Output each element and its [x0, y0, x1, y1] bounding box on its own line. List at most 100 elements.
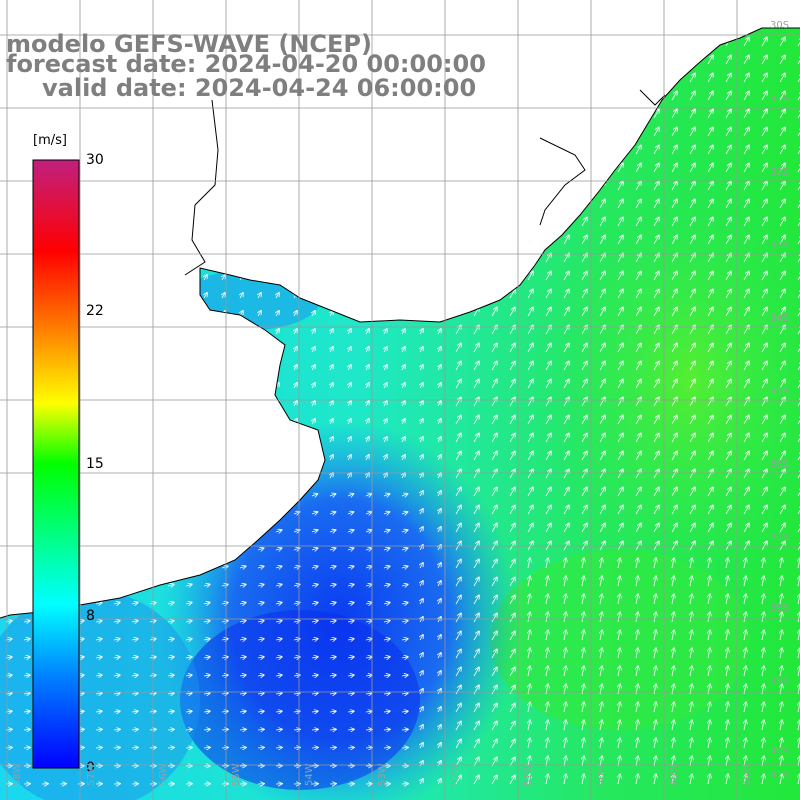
wind-arrow [384, 437, 387, 443]
wind-arrow [689, 109, 695, 119]
wind-arrow [797, 397, 800, 407]
wind-arrow [761, 127, 767, 137]
wind-arrow [347, 28, 352, 29]
wind-arrow [221, 621, 228, 622]
wind-arrow [150, 149, 153, 155]
wind-arrow [779, 109, 785, 119]
wind-arrow [545, 37, 551, 47]
wind-arrow [473, 559, 479, 569]
wind-arrow [581, 487, 587, 497]
wind-arrow [240, 347, 243, 353]
wind-arrow [635, 271, 641, 281]
wind-arrow [6, 455, 9, 461]
wind-arrow [438, 473, 441, 479]
wind-arrow [689, 397, 695, 407]
wind-arrow [113, 494, 120, 496]
wind-arrow [780, 612, 782, 623]
wind-arrow [779, 343, 785, 353]
wind-arrow [617, 469, 623, 479]
wind-arrow [438, 347, 441, 353]
wind-arrow [402, 257, 405, 263]
wind-arrow [312, 149, 315, 155]
wind-arrow [600, 576, 602, 587]
lon-label: 48W [742, 763, 753, 786]
wind-arrow [204, 455, 207, 461]
wind-arrow [726, 612, 728, 623]
wind-arrow [581, 469, 587, 479]
wind-arrow [707, 397, 713, 407]
wind-arrow [545, 91, 551, 101]
wind-arrow [744, 558, 746, 569]
wind-arrow [366, 149, 369, 155]
wind-arrow [509, 451, 515, 461]
wind-arrow [509, 37, 515, 47]
wind-arrow [455, 145, 461, 155]
wind-arrow [384, 419, 387, 425]
wind-arrow [599, 199, 605, 209]
wind-arrow [761, 109, 767, 119]
wind-arrow [150, 221, 153, 227]
wind-arrow [384, 365, 387, 371]
wind-arrow [581, 451, 587, 461]
wind-arrow [149, 28, 154, 29]
wind-arrow [527, 343, 533, 353]
wind-arrow [330, 167, 333, 173]
wind-arrow [725, 289, 731, 299]
wind-arrow [311, 566, 318, 568]
wind-arrow [294, 239, 297, 245]
wind-arrow [240, 185, 243, 191]
wind-arrow [438, 311, 441, 317]
wind-arrow [455, 163, 461, 173]
wind-arrow [744, 594, 746, 605]
wind-arrow [186, 149, 189, 155]
wind-arrow [348, 113, 351, 119]
wind-arrow [599, 451, 605, 461]
wind-arrow [24, 203, 27, 209]
wind-arrow [671, 523, 677, 533]
wind-arrow [330, 131, 333, 137]
wind-arrow [671, 55, 677, 65]
wind-arrow [384, 203, 387, 209]
wind-arrow [509, 343, 515, 353]
wind-arrow [455, 361, 461, 371]
wind-arrow [383, 530, 390, 532]
wind-arrow [743, 433, 749, 443]
wind-arrow [797, 55, 800, 65]
wind-arrow [330, 329, 333, 335]
wind-arrow [617, 235, 623, 245]
wind-arrow [671, 253, 677, 263]
wind-arrow [563, 73, 569, 83]
wind-arrow [383, 566, 390, 568]
wind-arrow [563, 523, 569, 533]
wind-arrow [383, 621, 390, 622]
wind-arrow [294, 185, 297, 191]
wind-arrow [222, 455, 225, 461]
wind-arrow [797, 289, 800, 299]
wind-arrow [617, 73, 623, 83]
wind-arrow [797, 217, 800, 227]
wind-arrow [6, 167, 9, 173]
wind-arrow [401, 494, 408, 496]
wind-arrow [599, 415, 605, 425]
wind-arrow [167, 566, 174, 568]
wind-arrow [96, 293, 99, 299]
wind-arrow [276, 347, 279, 353]
wind-arrow [95, 603, 102, 605]
wind-arrow [455, 181, 461, 191]
wind-arrow [509, 73, 515, 83]
wind-arrow [114, 275, 117, 281]
wind-arrow [240, 131, 243, 137]
wind-arrow [438, 5, 441, 10]
wind-arrow [563, 415, 569, 425]
lon-label: 52W [450, 763, 461, 786]
wind-arrow [690, 1, 695, 10]
wind-arrow [114, 167, 117, 173]
wind-arrow [509, 235, 515, 245]
wind-arrow [707, 73, 713, 83]
wind-arrow [203, 603, 210, 605]
wind-arrow [150, 329, 153, 335]
wind-arrow [779, 415, 785, 425]
wind-arrow [635, 343, 641, 353]
wind-arrow [96, 473, 99, 479]
